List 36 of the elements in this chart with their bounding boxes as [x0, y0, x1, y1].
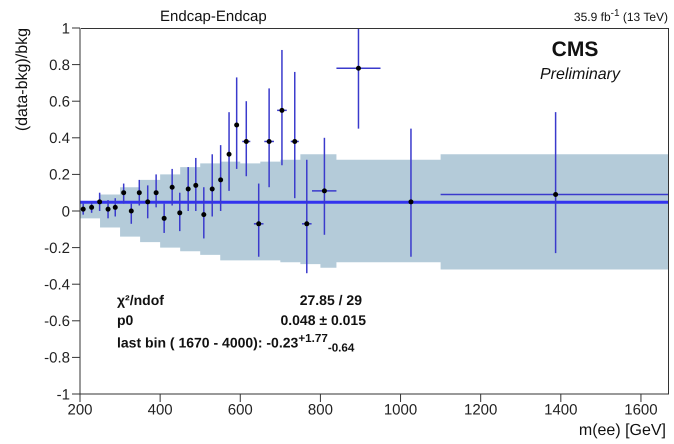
x-tick-label: 1200 — [464, 402, 498, 419]
x-tick-label: 200 — [67, 402, 93, 419]
point — [304, 221, 310, 226]
y-tick-label: -0.4 — [44, 276, 70, 294]
x-tick-label: 1400 — [544, 402, 578, 419]
y-tick-label: -0.2 — [44, 240, 70, 257]
y-tick-label: -0.8 — [44, 350, 70, 367]
annotation: p0 — [117, 312, 134, 328]
y-tick-label: 0.6 — [49, 94, 70, 111]
point — [322, 188, 327, 194]
y-tick-label: -0.6 — [44, 313, 70, 330]
y-tick-label: 0.4 — [49, 130, 70, 148]
point — [279, 108, 284, 113]
y-tick-label: 1 — [62, 20, 70, 38]
y-tick-label: -1 — [56, 386, 70, 404]
x-axis-title: m(ee) [GeV] — [578, 422, 666, 440]
y-tick-label: 0 — [62, 203, 70, 220]
x-tick-label: 1600 — [624, 402, 658, 419]
y-axis-title: (data-bkg)/bkg — [14, 28, 32, 132]
annotation: 0.048 ± 0.015 — [280, 312, 366, 328]
y-tick-label: 0.2 — [49, 166, 70, 184]
x-tick-label: 600 — [228, 402, 253, 419]
y-tick-label: 0.8 — [49, 56, 70, 74]
chart-title: Endcap-Endcap — [160, 8, 267, 25]
annotation: Preliminary — [538, 66, 622, 84]
point — [256, 221, 262, 226]
point — [266, 138, 272, 144]
annotation: χ²/ndof — [117, 292, 164, 308]
point — [356, 66, 361, 71]
x-tick-label: 800 — [308, 402, 333, 419]
point — [553, 192, 558, 198]
chart-subtitle: 35.9 fb$^{-1}$ (13 TeV) — [574, 8, 668, 24]
x-tick-label: 1000 — [384, 402, 418, 419]
annotation: CMS — [550, 38, 600, 62]
annotation: 27.85 / 29 — [300, 292, 362, 308]
x-tick-label: 400 — [148, 402, 173, 419]
